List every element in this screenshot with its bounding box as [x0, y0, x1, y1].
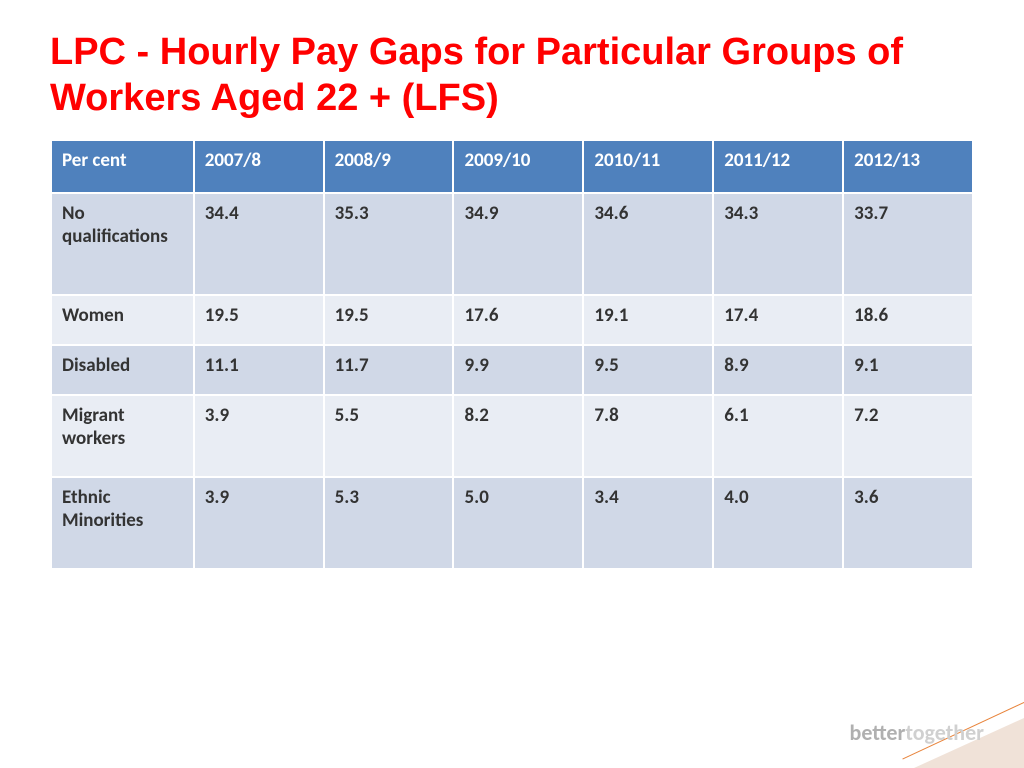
slide-title: LPC - Hourly Pay Gaps for Particular Gro…	[50, 30, 974, 121]
cell: 3.4	[584, 478, 712, 568]
cell: 9.5	[584, 346, 712, 394]
table-row: Ethnic Minorities 3.9 5.3 5.0 3.4 4.0 3.…	[52, 478, 972, 568]
cell: 33.7	[844, 194, 972, 294]
cell: 11.1	[195, 346, 323, 394]
col-header: 2008/9	[325, 141, 453, 192]
cell: 8.2	[454, 396, 582, 476]
cell: 34.6	[584, 194, 712, 294]
footer-word2: together	[905, 719, 984, 746]
footer-word1: better	[850, 719, 906, 746]
cell: 7.8	[584, 396, 712, 476]
table-row: Women 19.5 19.5 17.6 19.1 17.4 18.6	[52, 296, 972, 344]
slide-container: LPC - Hourly Pay Gaps for Particular Gro…	[0, 0, 1024, 768]
cell: 34.4	[195, 194, 323, 294]
cell: 11.7	[325, 346, 453, 394]
cell: 4.0	[714, 478, 842, 568]
col-header: 2009/10	[454, 141, 582, 192]
cell: 5.3	[325, 478, 453, 568]
col-header: Per cent	[52, 141, 193, 192]
col-header: 2010/11	[584, 141, 712, 192]
cell: 5.0	[454, 478, 582, 568]
cell: 19.1	[584, 296, 712, 344]
cell: 17.4	[714, 296, 842, 344]
row-label: Ethnic Minorities	[52, 478, 193, 568]
cell: 19.5	[195, 296, 323, 344]
cell: 34.9	[454, 194, 582, 294]
cell: 3.9	[195, 396, 323, 476]
cell: 5.5	[325, 396, 453, 476]
pay-gaps-table: Per cent 2007/8 2008/9 2009/10 2010/11 2…	[50, 139, 974, 570]
footer-logo: bettertogether	[850, 719, 984, 746]
row-label: Women	[52, 296, 193, 344]
cell: 34.3	[714, 194, 842, 294]
cell: 35.3	[325, 194, 453, 294]
cell: 18.6	[844, 296, 972, 344]
table-row: No qualifications 34.4 35.3 34.9 34.6 34…	[52, 194, 972, 294]
cell: 7.2	[844, 396, 972, 476]
cell: 3.6	[844, 478, 972, 568]
table-row: Migrant workers 3.9 5.5 8.2 7.8 6.1 7.2	[52, 396, 972, 476]
table-header-row: Per cent 2007/8 2008/9 2009/10 2010/11 2…	[52, 141, 972, 192]
col-header: 2011/12	[714, 141, 842, 192]
cell: 17.6	[454, 296, 582, 344]
cell: 9.9	[454, 346, 582, 394]
cell: 6.1	[714, 396, 842, 476]
row-label: Migrant workers	[52, 396, 193, 476]
cell: 8.9	[714, 346, 842, 394]
cell: 9.1	[844, 346, 972, 394]
cell: 3.9	[195, 478, 323, 568]
table-row: Disabled 11.1 11.7 9.9 9.5 8.9 9.1	[52, 346, 972, 394]
row-label: No qualifications	[52, 194, 193, 294]
row-label: Disabled	[52, 346, 193, 394]
col-header: 2012/13	[844, 141, 972, 192]
col-header: 2007/8	[195, 141, 323, 192]
cell: 19.5	[325, 296, 453, 344]
